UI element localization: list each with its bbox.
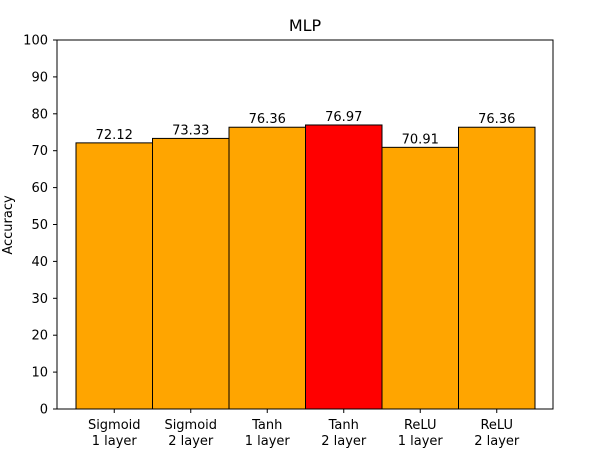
y-tick-label: 10 — [31, 366, 48, 381]
x-tick-label: Tanh — [251, 418, 282, 433]
y-tick-label: 70 — [31, 144, 48, 159]
x-tick-label: Sigmoid — [88, 418, 141, 433]
x-tick-label: 1 layer — [92, 434, 138, 449]
bar-5 — [458, 126, 536, 410]
x-tick-label: ReLU — [404, 418, 437, 433]
y-tick-label: 30 — [31, 292, 48, 307]
x-tick-label: 1 layer — [398, 434, 444, 449]
y-tick-label: 50 — [31, 218, 48, 233]
y-tick-label: 20 — [31, 329, 48, 344]
bar-value-label: 72.12 — [96, 128, 133, 143]
y-tick-label: 80 — [31, 107, 48, 122]
y-tick-label: 90 — [31, 70, 48, 85]
bar-1 — [152, 137, 230, 410]
bar-value-label: 76.36 — [249, 112, 286, 127]
x-tick-label: 1 layer — [245, 434, 291, 449]
bar-value-label: 76.97 — [325, 110, 362, 125]
bar-4 — [381, 146, 459, 410]
bar-3 — [305, 124, 383, 410]
bar-value-label: 70.91 — [402, 132, 439, 147]
y-tick-label: 0 — [40, 403, 48, 418]
bar-0 — [75, 142, 153, 410]
x-tick-label: Sigmoid — [164, 418, 217, 433]
bar-2 — [228, 126, 306, 410]
y-tick-label: 40 — [31, 255, 48, 270]
x-tick-label: Tanh — [328, 418, 359, 433]
x-tick-label: 2 layer — [474, 434, 520, 449]
bar-value-label: 76.36 — [478, 112, 515, 127]
y-tick-label: 60 — [31, 181, 48, 196]
y-tick-label: 100 — [23, 34, 48, 49]
bar-value-label: 73.33 — [172, 123, 209, 138]
x-tick-label: 2 layer — [321, 434, 367, 449]
x-tick-label: ReLU — [480, 418, 513, 433]
chart-title: MLP — [289, 16, 322, 35]
x-tick-label: 2 layer — [168, 434, 214, 449]
y-axis-label: Accuracy — [1, 195, 16, 255]
